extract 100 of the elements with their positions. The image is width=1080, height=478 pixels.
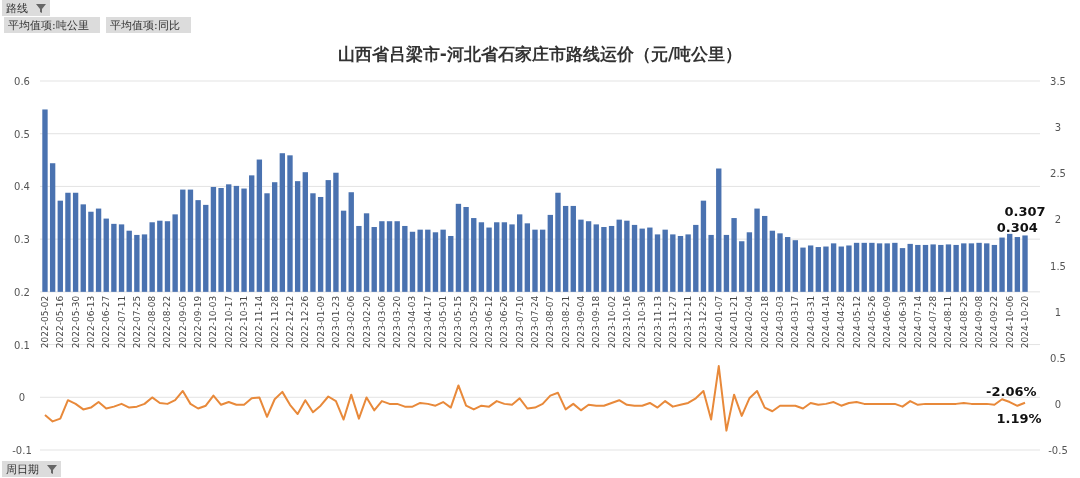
bar xyxy=(203,204,209,292)
y2-tick-label: 1 xyxy=(1054,306,1062,318)
bar xyxy=(984,243,990,292)
x-tick-label: 2022-08-08 xyxy=(147,295,158,349)
bar xyxy=(807,245,814,292)
bar xyxy=(677,235,684,292)
bar xyxy=(654,234,661,292)
x-tick-label: 2024-04-28 xyxy=(836,295,847,349)
x-tick-label: 2024-07-14 xyxy=(912,295,923,349)
bar xyxy=(869,242,875,292)
bar xyxy=(210,186,217,292)
x-tick-label: 2023-11-13 xyxy=(652,295,663,349)
bar xyxy=(716,168,722,292)
bar xyxy=(624,220,630,292)
bar xyxy=(562,205,569,292)
y-tick-label: 0 xyxy=(18,392,26,404)
x-tick-label: 2024-03-31 xyxy=(805,295,816,349)
x-tick-label: 2022-09-05 xyxy=(177,295,188,349)
x-tick-label: 2023-10-30 xyxy=(637,295,648,349)
x-tick-label: 2023-01-23 xyxy=(330,295,341,349)
x-tick-label: 2022-12-26 xyxy=(300,295,311,349)
bar xyxy=(448,235,454,292)
x-tick-label: 2022-10-17 xyxy=(223,295,234,349)
bar xyxy=(777,233,783,292)
x-tick-label: 2023-05-01 xyxy=(438,295,449,349)
bar xyxy=(279,153,286,292)
bar xyxy=(601,227,607,292)
text: 平均值项:同比 xyxy=(110,19,180,32)
x-tick-label: 2023-02-06 xyxy=(346,295,357,349)
bar xyxy=(325,180,331,292)
bar xyxy=(517,214,523,292)
x-tick-label: 2023-01-09 xyxy=(315,295,326,349)
x-tick-label: 2023-07-24 xyxy=(530,295,540,349)
bar xyxy=(386,221,393,292)
y2-tick-label: 1.5 xyxy=(1050,260,1066,272)
bar xyxy=(379,221,385,292)
bar xyxy=(471,218,477,292)
bar xyxy=(272,182,278,292)
x-tick-label: 2023-06-12 xyxy=(484,295,495,349)
bar xyxy=(930,244,936,292)
bar xyxy=(555,192,561,292)
bar xyxy=(1014,237,1021,292)
x-tick-label: 2024-01-07 xyxy=(713,295,724,349)
bar xyxy=(455,203,462,292)
x-tick-label: 2022-06-27 xyxy=(101,295,112,349)
bar xyxy=(141,234,148,292)
x-tick-label: 2024-04-14 xyxy=(820,295,831,349)
x-tick-label: 2024-09-08 xyxy=(974,295,985,349)
bar xyxy=(463,206,469,292)
bar xyxy=(95,208,102,292)
bar xyxy=(662,229,668,292)
bar xyxy=(792,240,798,292)
bar xyxy=(746,232,753,292)
x-tick-label: 2024-01-21 xyxy=(729,295,740,349)
bar xyxy=(731,218,737,292)
bar xyxy=(976,242,982,292)
y2-tick-label: 0 xyxy=(1054,398,1062,410)
bar xyxy=(647,227,653,292)
y2-tick-label: 3 xyxy=(1054,122,1062,134)
x-tick-label: 2023-07-10 xyxy=(514,295,525,349)
bar xyxy=(249,175,255,292)
bar xyxy=(945,244,952,292)
x-tick-label: 2022-12-12 xyxy=(284,295,295,349)
data-label: -2.06% xyxy=(986,383,1037,399)
x-tick-label: 2022-11-28 xyxy=(269,295,280,349)
x-tick-label: 2022-10-03 xyxy=(208,295,219,349)
bar xyxy=(164,221,171,292)
bar xyxy=(968,243,975,292)
bar xyxy=(823,246,829,292)
y2-tick-label: 0.5 xyxy=(1050,352,1066,364)
bar xyxy=(631,224,638,292)
bar xyxy=(754,208,760,292)
bar xyxy=(149,222,155,292)
x-tick-label: 2023-02-20 xyxy=(361,295,372,349)
bar xyxy=(310,193,316,292)
bar xyxy=(126,230,132,292)
bar xyxy=(294,181,301,292)
bar xyxy=(838,246,844,292)
bar xyxy=(103,218,109,292)
bar xyxy=(708,234,714,292)
x-tick-label: 2022-10-31 xyxy=(239,295,250,349)
bar xyxy=(762,215,768,292)
x-tick-label: 2024-08-11 xyxy=(943,295,954,349)
bar xyxy=(593,224,599,292)
x-tick-label: 2023-06-26 xyxy=(499,295,510,349)
x-tick-label: 2024-09-22 xyxy=(989,295,1000,349)
bar xyxy=(42,109,48,292)
bar xyxy=(440,229,446,292)
bar xyxy=(815,247,821,292)
x-tick-label: 2023-03-06 xyxy=(376,295,387,349)
bar xyxy=(938,244,944,292)
bar xyxy=(501,222,508,292)
chart-title: 山西省吕梁市-河北省石家庄市路线运价（元/吨公里） xyxy=(337,44,743,64)
bar xyxy=(953,244,959,292)
x-tick-label: 2023-03-20 xyxy=(392,295,403,349)
bar xyxy=(1022,235,1028,292)
y-tick-label: 0.2 xyxy=(14,286,30,298)
x-tick-label: 2023-08-21 xyxy=(560,295,571,349)
x-tick-label: 2022-05-02 xyxy=(39,295,50,349)
text: 周日期 xyxy=(6,463,39,476)
